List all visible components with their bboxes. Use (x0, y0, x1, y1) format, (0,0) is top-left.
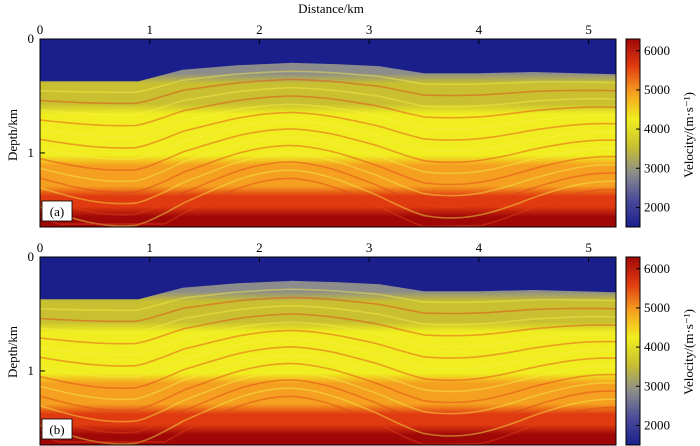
layer-reflector (39, 296, 617, 323)
colorbar-tick-label: 5000 (644, 82, 670, 97)
plot-area-b (39, 256, 617, 446)
layer-reflector (39, 136, 617, 183)
colorbar-tick-label: 2000 (644, 199, 670, 214)
colorbar-tick-label: 5000 (644, 300, 670, 315)
layer-reflector (39, 395, 617, 446)
colorbar-tick-label: 3000 (644, 378, 670, 393)
plot-frame (39, 256, 617, 446)
layer-reflector (39, 346, 617, 389)
colorbar-a: 2000 3000 4000 5000 6000 (625, 38, 670, 228)
x-tick-label: 2 (256, 22, 263, 37)
colorbar-scale (625, 38, 641, 228)
x-tick-label: 3 (366, 22, 373, 37)
x-tick-label: 0 (37, 22, 44, 37)
layer-reflector (39, 288, 617, 312)
layer-reflector (39, 78, 617, 105)
layer-reflector (39, 304, 617, 334)
panel-label-box-b: (b) (41, 418, 73, 440)
panel-label-box-a: (a) (41, 200, 73, 222)
panel-label-a: (a) (50, 204, 64, 219)
velocity-field (40, 280, 616, 445)
colorbar-tick-label: 6000 (644, 43, 670, 58)
plot-frame (39, 38, 617, 228)
y-axis-label-a: Depth/km (5, 109, 20, 161)
colorbar-label-b: Velocity/(m·s⁻¹) (681, 309, 696, 395)
layer-reflector (39, 329, 617, 367)
layer-reflector (39, 70, 617, 94)
y-tick-label: 0 (28, 31, 35, 46)
layer-reflector (39, 177, 617, 228)
colorbar-tick-label: 2000 (644, 417, 670, 432)
layer-reflector (39, 119, 617, 160)
x-tick-label: 4 (476, 240, 483, 255)
y-tick-labels-b: 01 (28, 249, 45, 378)
colorbar-tick-label: 6000 (644, 261, 670, 276)
panel-label-b: (b) (49, 422, 64, 437)
x-axis-label: Distance/km (298, 1, 364, 16)
colorbar-tick-label: 3000 (644, 160, 670, 175)
layer-reflector (39, 144, 617, 194)
colorbar-label-a: Velocity/(m·s⁻¹) (681, 92, 696, 178)
x-tick-label: 1 (146, 240, 153, 255)
layer-reflector (39, 95, 617, 127)
x-tick-labels-b: 0 1 2 3 4 5 (37, 240, 592, 262)
water-layer (40, 39, 616, 82)
water-layer (40, 257, 616, 300)
layer-reflector (39, 370, 617, 423)
layer-reflector (39, 169, 616, 227)
y-axis-label-b: Depth/km (5, 326, 20, 378)
y-tick-labels-a: 01 (28, 31, 45, 160)
x-tick-label: 5 (585, 240, 592, 255)
x-tick-labels-a: 0 1 2 3 4 5 (37, 22, 592, 44)
layer-reflector (39, 128, 617, 171)
x-tick-label: 3 (366, 240, 373, 255)
layer-reflector (39, 354, 617, 401)
velocity-field (40, 62, 616, 227)
layer-reflector (39, 111, 617, 149)
plot-area-a (39, 38, 617, 228)
layer-reflector (39, 152, 617, 205)
colorbar-tick-label: 4000 (644, 339, 670, 354)
layer-reflector (39, 313, 617, 345)
layer-reflector (39, 379, 617, 434)
x-tick-label: 0 (37, 240, 44, 255)
colorbar-tick-label: 4000 (644, 121, 670, 136)
layer-reflector (39, 362, 617, 412)
y-tick-label: 1 (28, 145, 35, 160)
layer-reflector (39, 86, 617, 116)
x-tick-label: 2 (256, 240, 263, 255)
layer-reflector (39, 321, 617, 356)
x-tick-label: 1 (146, 22, 153, 37)
layer-reflector (39, 161, 617, 216)
y-tick-label: 0 (28, 249, 35, 264)
y-tick-label: 1 (28, 363, 35, 378)
layer-reflector (39, 103, 617, 138)
x-tick-label: 5 (585, 22, 592, 37)
colorbar-b: 2000 3000 4000 5000 6000 (625, 256, 670, 446)
layer-reflector (39, 387, 616, 445)
colorbar-scale (625, 256, 641, 446)
x-tick-label: 4 (476, 22, 483, 37)
layer-reflector (39, 337, 617, 378)
